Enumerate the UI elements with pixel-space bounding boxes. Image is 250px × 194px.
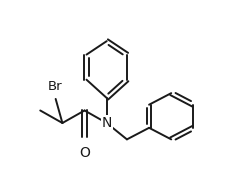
Text: Br: Br [48, 80, 62, 93]
Text: N: N [102, 116, 112, 130]
Text: O: O [79, 146, 90, 160]
